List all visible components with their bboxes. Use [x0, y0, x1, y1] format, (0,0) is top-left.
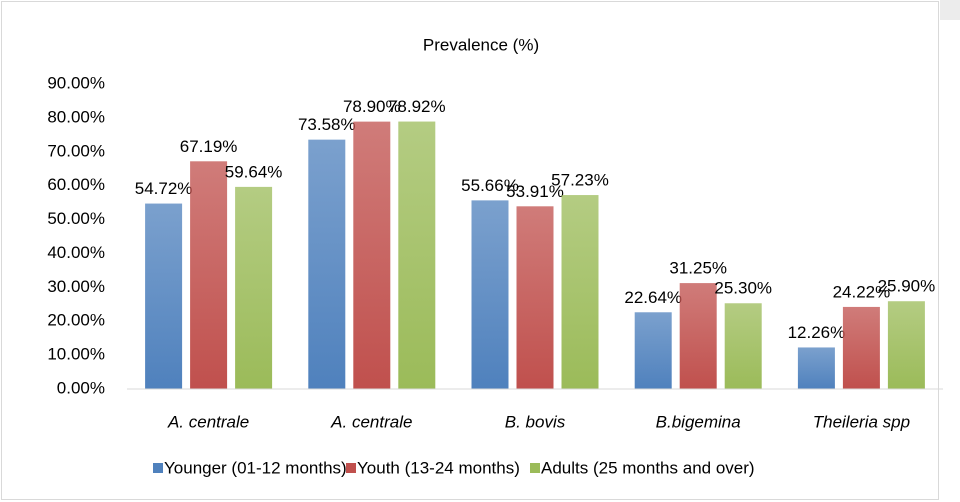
bar: [471, 200, 509, 389]
bar: [308, 139, 346, 389]
x-tick-label: A. centrale: [330, 412, 412, 431]
data-label: 57.23%: [551, 171, 609, 190]
data-label: 12.26%: [788, 323, 846, 342]
data-label: 55.66%: [461, 176, 519, 195]
bar: [724, 303, 762, 389]
bar: [634, 312, 672, 389]
legend-label: Younger (01-12 months): [164, 458, 347, 477]
legend-swatch: [153, 463, 163, 473]
y-tick-label: 20.00%: [47, 311, 105, 330]
bar: [398, 121, 436, 389]
data-label: 67.19%: [180, 137, 238, 156]
data-label: 24.22%: [833, 282, 891, 301]
bar: [353, 121, 391, 389]
bar: [679, 283, 717, 389]
data-label: 53.91%: [506, 182, 564, 201]
y-tick-label: 50.00%: [47, 209, 105, 228]
y-tick-label: 90.00%: [47, 73, 105, 92]
bar: [887, 301, 925, 389]
x-tick-label: B.bigemina: [656, 412, 741, 431]
x-tick-label: A. centrale: [167, 412, 249, 431]
y-tick-label: 80.00%: [47, 107, 105, 126]
bar: [190, 161, 228, 389]
legend-swatch: [346, 463, 356, 473]
bar: [797, 347, 835, 389]
bar: [235, 186, 273, 389]
data-label: 54.72%: [135, 179, 193, 198]
x-tick-label: Theileria spp: [813, 412, 910, 431]
chart-border: [1, 1, 939, 500]
chart-title: Prevalence (%): [423, 35, 539, 54]
bar: [842, 306, 880, 389]
data-label: 78.90%: [343, 97, 401, 116]
y-tick-label: 40.00%: [47, 243, 105, 262]
x-tick-label: B. bovis: [505, 412, 566, 431]
y-tick-label: 60.00%: [47, 175, 105, 194]
y-tick-label: 10.00%: [47, 345, 105, 364]
data-label: 25.30%: [714, 279, 772, 298]
bar: [145, 203, 183, 389]
y-tick-label: 0.00%: [57, 378, 105, 397]
legend-label: Adults (25 months and over): [541, 458, 755, 477]
data-label: 25.90%: [878, 277, 936, 296]
data-label: 59.64%: [225, 162, 283, 181]
legend-swatch: [530, 463, 540, 473]
corner-panel: [940, 0, 960, 20]
y-tick-label: 30.00%: [47, 277, 105, 296]
y-tick-label: 70.00%: [47, 141, 105, 160]
data-label: 78.92%: [388, 97, 446, 116]
legend-label: Youth (13-24 months): [357, 458, 520, 477]
data-label: 73.58%: [298, 115, 356, 134]
data-label: 31.25%: [669, 259, 727, 278]
bar: [561, 195, 599, 389]
data-label: 22.64%: [624, 288, 682, 307]
bar: [516, 206, 554, 389]
